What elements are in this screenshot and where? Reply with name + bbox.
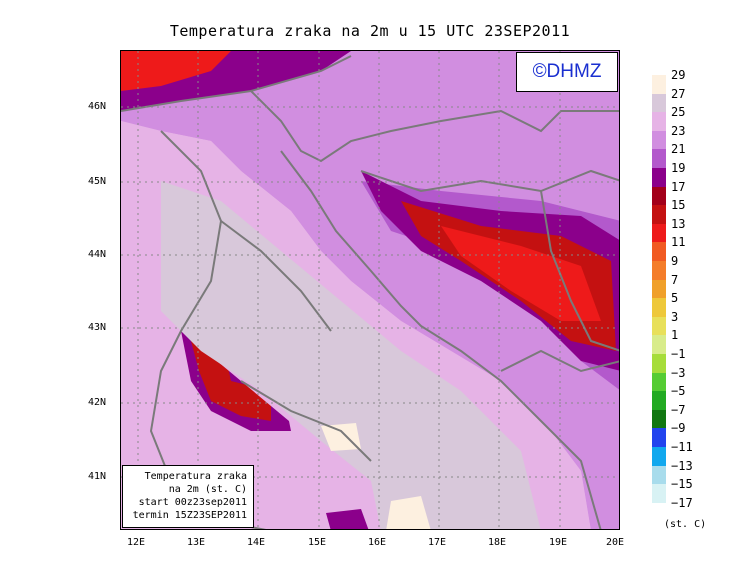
legend-label: −5 [671, 384, 686, 399]
legend-label: −1 [671, 347, 686, 361]
balkan-land [121, 51, 619, 529]
info-line-2: na 2m (st. C) [168, 484, 247, 495]
legend-swatch [652, 168, 666, 187]
legend-label: −3 [671, 365, 686, 380]
legend-label: 19 [671, 161, 686, 175]
legend-label: 21 [671, 142, 686, 157]
legend-swatch [652, 316, 666, 336]
lon-label: 16E [368, 537, 387, 548]
hottest-region-bosnia [441, 226, 601, 321]
legend-label: 9 [671, 254, 679, 268]
legend-label: −17 [671, 495, 693, 510]
map-canvas [121, 51, 619, 529]
legend-swatch [652, 279, 666, 299]
lat-label: 46N [88, 101, 107, 112]
legend-swatch [652, 186, 666, 206]
legend-swatch [652, 112, 666, 131]
legend-swatch [652, 298, 666, 317]
legend-unit: (st. C) [664, 519, 707, 530]
lat-label: 45N [88, 176, 107, 187]
lon-label: 19E [549, 537, 568, 548]
dhmz-logo: ©DHMZ [516, 52, 618, 92]
legend-label: 17 [671, 179, 686, 194]
legend-label: 29 [671, 68, 686, 82]
adriatic-sea-inner [161, 181, 541, 529]
info-line-1: Temperatura zraka [144, 471, 247, 482]
hot-spot-south [326, 509, 369, 529]
legend-label: −13 [671, 458, 693, 473]
legend-swatch [652, 261, 666, 280]
lon-label: 14E [247, 537, 266, 548]
temperature-map [120, 50, 620, 530]
legend-swatch [652, 465, 666, 485]
hottest-region-northwest [121, 51, 231, 91]
legend-swatch [652, 93, 666, 113]
legend-label: 1 [671, 328, 679, 343]
map-title: Temperatura zraka na 2m u 15 UTC 23SEP20… [169, 22, 571, 40]
legend-swatch [652, 372, 666, 392]
lon-label: 18E [488, 537, 507, 548]
legend-label: 3 [671, 309, 679, 324]
legend-label: 15 [671, 198, 686, 213]
lat-label: 43N [88, 322, 107, 333]
legend-swatch [652, 447, 666, 466]
info-line-3: start 00z23sep2011 [138, 497, 247, 508]
lat-label: 42N [88, 397, 107, 408]
legend-swatch [652, 428, 666, 447]
border-lines [121, 55, 619, 529]
legend-label: 5 [671, 291, 679, 306]
legend-label: 25 [671, 105, 686, 120]
legend-label: 7 [671, 272, 679, 287]
legend-swatch [652, 223, 666, 243]
graticule [121, 51, 619, 529]
legend-swatch [652, 75, 666, 94]
legend-swatch [652, 149, 666, 168]
info-box: Temperatura zraka na 2m (st. C) start 00… [122, 465, 254, 528]
cool-region-south [386, 496, 431, 529]
lat-label: 44N [88, 249, 107, 260]
lat-label: 41N [88, 471, 107, 482]
lon-label: 15E [308, 537, 327, 548]
legend-label: −7 [671, 402, 686, 417]
lon-label: 20E [606, 537, 625, 548]
legend-swatch [652, 130, 666, 150]
lon-label: 13E [187, 537, 206, 548]
legend-swatch [652, 354, 666, 373]
legend-label: −9 [671, 421, 686, 436]
legend-label: 27 [671, 86, 686, 101]
legend-swatch [652, 205, 666, 224]
legend-swatch [652, 242, 666, 261]
legend-swatch [652, 409, 666, 429]
cool-region-gargano [321, 423, 361, 451]
lon-label: 17E [428, 537, 447, 548]
legend-label: −11 [671, 440, 693, 454]
legend-label: 11 [671, 235, 686, 250]
legend-swatch [652, 335, 666, 354]
legend-swatch [652, 484, 666, 503]
legend-label: 13 [671, 216, 686, 231]
lon-label: 12E [127, 537, 146, 548]
legend-swatch [652, 391, 666, 410]
legend-label: 23 [671, 123, 686, 138]
legend-label: −15 [671, 477, 693, 492]
info-line-4: termin 15Z23SEP2011 [132, 510, 247, 521]
